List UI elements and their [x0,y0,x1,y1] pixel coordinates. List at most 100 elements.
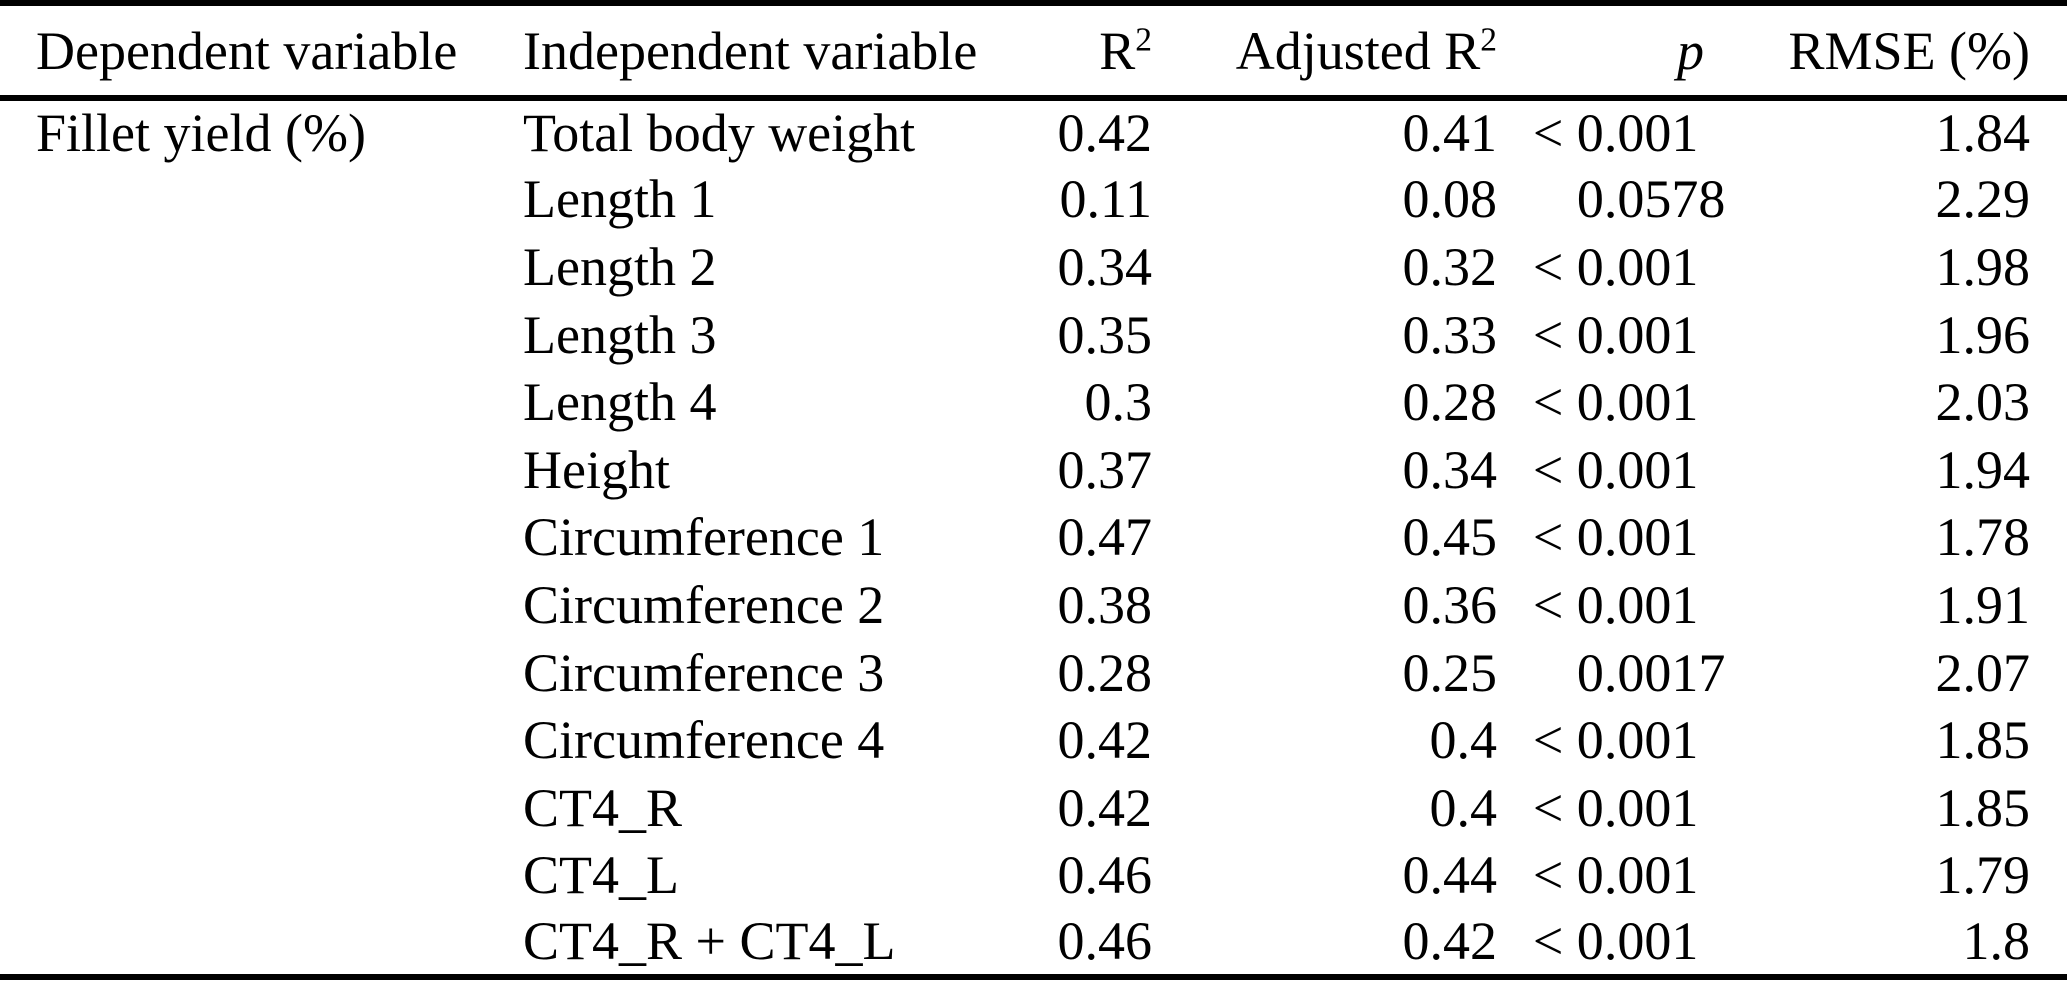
header-row: Dependent variable Independent variable … [0,3,2067,98]
cell-rmse: 2.29 [1935,169,2031,230]
col-header-adjusted-r2: Adjusted R2 [1160,3,1505,98]
p-value-fraction-part: .001 [1603,574,1699,635]
table-row: Length 2 0.34 0.32 < 0.001 1.98 [0,233,2067,301]
cell-adjusted-r2: 0.28 [1402,372,1498,433]
table-row: CT4_R 0.42 0.4 < 0.001 1.85 [0,774,2067,842]
table-row: Length 4 0.3 0.28 < 0.001 2.03 [0,368,2067,436]
col-header-rmse-label: RMSE (%) [1788,20,2031,81]
cell-adjusted-r2: 0.44 [1402,845,1498,906]
cell-p-value: < 0.001 [1505,301,1730,369]
cell-independent-variable: CT4_L [523,845,679,906]
p-value-integer-part: < 0 [1532,911,1604,972]
col-header-p-value-label: p [1677,20,1704,81]
p-value-integer-part: < 0 [1532,103,1604,164]
cell-adjusted-r2: 0.32 [1402,236,1498,297]
cell-adjusted-r2: 0.25 [1402,642,1498,703]
col-header-r2-label: R [1099,20,1136,81]
cell-rmse: 1.78 [1935,507,2031,568]
cell-rmse: 1.84 [1935,103,2031,164]
cell-p-value: < 0.001 [1505,98,1730,166]
cell-p-value: < 0.001 [1505,368,1730,436]
cell-r2: 0.37 [1057,439,1153,500]
cell-dependent-variable: Fillet yield (%) [36,103,366,164]
cell-independent-variable: CT4_R + CT4_L [523,911,896,972]
cell-rmse: 2.03 [1935,372,2031,433]
cell-rmse: 1.94 [1935,439,2031,500]
p-value-fraction-part: .001 [1603,845,1699,906]
cell-independent-variable: Height [523,439,670,500]
cell-dependent-variable [0,436,490,504]
table-row: Fillet yield (%) Total body weight 0.42 0.4… [0,98,2067,166]
col-header-independent-variable-label: Independent variable [523,20,978,81]
cell-r2: 0.3 [1084,372,1153,433]
cell-p-value: < 0.001 [1505,909,1730,977]
cell-p-value: < 0.001 [1505,233,1730,301]
cell-rmse: 1.85 [1935,777,2031,838]
cell-independent-variable: Length 4 [523,372,717,433]
cell-rmse: 1.8 [1962,911,2031,972]
p-value-integer-part: 0 [1576,642,1604,703]
table-row: Circumference 2 0.38 0.36 < 0.001 1.91 [0,571,2067,639]
cell-r2: 0.11 [1059,169,1153,230]
cell-p-value: < 0.001 [1505,774,1730,842]
p-value-fraction-part: .001 [1603,439,1699,500]
cell-p-value: < 0.001 [1505,571,1730,639]
col-header-adjusted-r2-exponent: 2 [1480,21,1497,59]
p-value-fraction-part: .001 [1603,507,1699,568]
cell-dependent-variable [0,774,490,842]
cell-independent-variable: Length 3 [523,304,717,365]
cell-dependent-variable [0,301,490,369]
p-value-fraction-part: .0578 [1603,169,1726,230]
p-value-fraction-part: .001 [1603,710,1699,771]
cell-dependent-variable [0,571,490,639]
p-value-integer-part: < 0 [1532,574,1604,635]
cell-r2: 0.46 [1057,845,1153,906]
cell-independent-variable: CT4_R [523,777,683,838]
cell-adjusted-r2: 0.34 [1402,439,1498,500]
cell-p-value: < 0.001 [1505,842,1730,910]
p-value-integer-part: < 0 [1532,236,1604,297]
cell-rmse: 1.91 [1935,574,2031,635]
cell-rmse: 1.96 [1935,304,2031,365]
table-row: Length 3 0.35 0.33 < 0.001 1.96 [0,301,2067,369]
table-row: Circumference 3 0.28 0.25 0.0017 2.07 [0,639,2067,707]
p-value-fraction-part: .001 [1603,103,1699,164]
p-value-integer-part: < 0 [1532,845,1604,906]
cell-dependent-variable [0,166,490,234]
cell-rmse: 1.98 [1935,236,2031,297]
table-row: CT4_R + CT4_L 0.46 0.42 < 0.001 1.8 [0,909,2067,977]
cell-dependent-variable [0,706,490,774]
cell-independent-variable: Circumference 2 [523,574,885,635]
table-header: Dependent variable Independent variable … [0,3,2067,98]
cell-adjusted-r2: 0.41 [1402,103,1498,164]
col-header-r2-exponent: 2 [1135,21,1152,59]
col-header-dependent-variable: Dependent variable [0,3,490,98]
cell-p-value: < 0.001 [1505,436,1730,504]
p-value-integer-part: < 0 [1532,304,1604,365]
cell-independent-variable: Length 1 [523,169,717,230]
p-value-integer-part: < 0 [1532,710,1604,771]
col-header-rmse: RMSE (%) [1730,3,2067,98]
cell-r2: 0.46 [1057,911,1153,972]
p-value-fraction-part: .001 [1603,304,1699,365]
cell-independent-variable: Circumference 3 [523,642,885,703]
table-row: CT4_L 0.46 0.44 < 0.001 1.79 [0,842,2067,910]
cell-adjusted-r2: 0.36 [1402,574,1498,635]
col-header-r2: R2 [1002,3,1160,98]
table-row: Length 1 0.11 0.08 0.0578 2.29 [0,166,2067,234]
cell-independent-variable: Circumference 4 [523,710,885,771]
cell-dependent-variable [0,233,490,301]
p-value-integer-part: < 0 [1532,507,1604,568]
p-value-integer-part: 0 [1576,169,1604,230]
cell-dependent-variable [0,504,490,572]
col-header-dependent-variable-label: Dependent variable [36,20,458,81]
p-value-integer-part: < 0 [1532,372,1604,433]
cell-r2: 0.34 [1057,236,1153,297]
cell-dependent-variable [0,842,490,910]
cell-r2: 0.47 [1057,507,1153,568]
cell-adjusted-r2: 0.33 [1402,304,1498,365]
table-body: Fillet yield (%) Total body weight 0.42 0.4… [0,98,2067,977]
cell-r2: 0.42 [1057,103,1153,164]
